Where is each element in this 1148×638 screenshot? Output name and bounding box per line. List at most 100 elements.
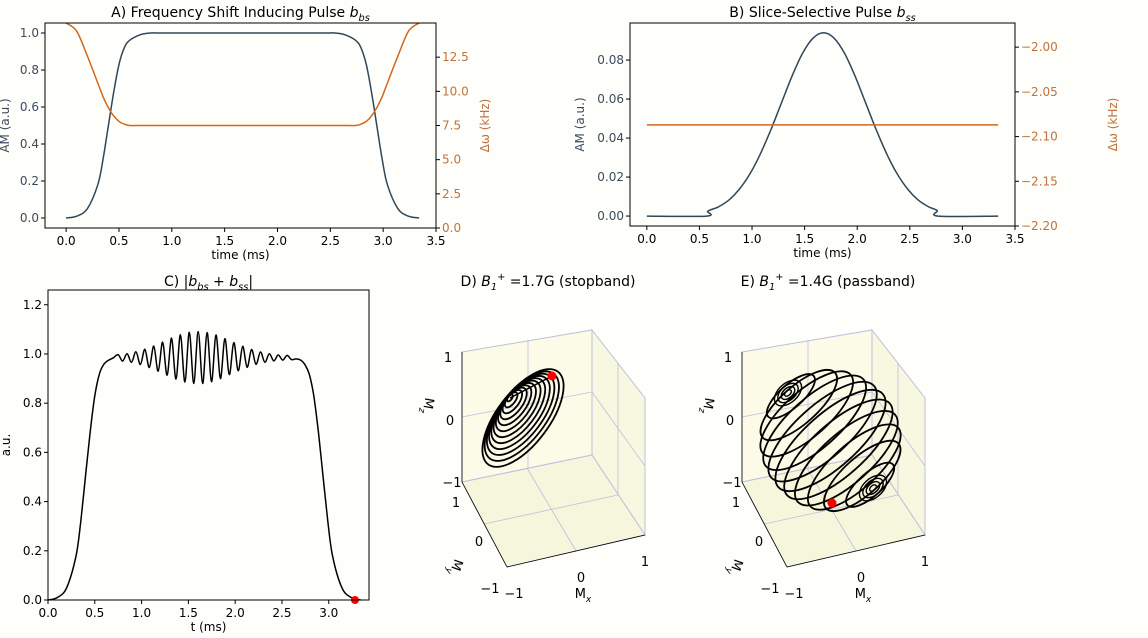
z-tick-label: 1: [444, 351, 452, 366]
y-tick-label: 0.00: [597, 209, 624, 223]
z-tick-label: −1: [722, 476, 741, 491]
x-tick-label: 0: [857, 571, 865, 586]
z-axis-label: Mz: [696, 396, 717, 415]
panel-title: D) B1+ =1.7G (stopband): [461, 272, 636, 293]
z-axis-label-part: M: [700, 396, 717, 410]
panel-E: [741, 328, 926, 568]
trajectory-loop: [481, 368, 565, 468]
x-axis-label: Mx: [575, 587, 592, 605]
y-tick-label: 0.06: [597, 92, 624, 106]
panel-title-part: C) |: [164, 274, 188, 290]
y-axis: [741, 481, 788, 568]
panel-B: [626, 22, 1019, 230]
y2-tick-label: 2.5: [442, 187, 461, 201]
z-axis-label-part: z: [416, 406, 427, 414]
x-axis: [786, 534, 926, 568]
panel-title-part: bs: [358, 13, 369, 24]
panel-title-part: +: [209, 274, 230, 290]
y2-tick-label: −2.00: [1021, 40, 1058, 54]
y2-tick-label: 12.5: [442, 50, 469, 64]
panel-D: [461, 328, 646, 568]
y-tick-label: 0.04: [597, 131, 624, 145]
panel-A: [41, 22, 440, 232]
trajectory-loop: [865, 480, 881, 496]
grid-line: [763, 494, 899, 525]
panel-title-part: E): [741, 274, 760, 290]
panel-title-part: ss: [905, 13, 915, 24]
x-axis-label-part: M: [575, 587, 586, 602]
panel-title-part: bs: [197, 282, 208, 293]
y2-tick-label: 10.0: [442, 84, 469, 98]
x-tick-label: 1.5: [179, 606, 198, 620]
panel-title-part: b: [897, 5, 906, 21]
panel-title-part: b: [350, 5, 359, 21]
y-tick-label: 0: [755, 535, 763, 550]
panel-title-part: b: [188, 274, 197, 290]
x-axis-label: Mx: [855, 587, 872, 605]
x-tick-label: 2.5: [900, 232, 919, 246]
y-tick-label: 0.8: [20, 63, 39, 77]
trajectory-loop: [783, 389, 793, 397]
y-axis-label-part: y: [442, 565, 454, 575]
x-axis-label-part: M: [855, 587, 866, 602]
panel-C: [44, 289, 370, 604]
y-tick-label: 0: [475, 535, 483, 550]
y-tick-label: 0.0: [23, 593, 42, 607]
x-tick-label: 2.5: [321, 234, 340, 248]
panel-title-part: B: [759, 274, 769, 290]
y-axis-label: a.u.: [0, 434, 13, 457]
y-tick-label: 0.2: [23, 544, 42, 558]
x-axis-label: t (ms): [191, 620, 227, 634]
y-tick-label: 1: [732, 496, 740, 511]
series-line-magnitude: [47, 330, 361, 601]
y-tick-label: 1.0: [23, 347, 42, 361]
magnetization-marker: [827, 498, 837, 508]
trajectory-loop: [777, 382, 799, 404]
y2-tick-label: −2.15: [1021, 174, 1058, 188]
y-tick-label: 0.8: [23, 396, 42, 410]
x-tick-label: 0: [577, 571, 585, 586]
y-axis-label-part: M: [727, 557, 745, 573]
y-tick-label: 0.4: [20, 137, 39, 151]
series-line-am: [646, 32, 999, 218]
y-tick-label: 1.2: [23, 298, 42, 312]
x-tick-label: 3.0: [319, 606, 338, 620]
series-line-freq: [65, 22, 420, 127]
y-axis: [461, 481, 508, 568]
x-tick-label: 0.0: [57, 234, 76, 248]
z-tick-label: 0: [726, 414, 734, 429]
y-tick-label: −1: [760, 582, 779, 597]
x-tick-label: −1: [504, 587, 523, 602]
trajectory-loop: [773, 379, 803, 407]
x-axis-label: time (ms): [793, 246, 851, 260]
y-axis-label: My: [722, 556, 745, 578]
y-tick-label: 0.6: [23, 445, 42, 459]
z-axis-label: Mz: [416, 396, 437, 415]
x-tick-label: 1: [641, 555, 649, 570]
x-axis-label: time (ms): [211, 248, 269, 262]
z-tick-label: 1: [724, 351, 732, 366]
y-tick-label: 0.6: [20, 100, 39, 114]
x-axis: [506, 534, 646, 568]
y-axis-label: AM (a.u.): [573, 97, 587, 151]
y2-tick-label: 0.0: [442, 221, 461, 235]
plot-frame: [629, 22, 1016, 227]
magnetization-marker: [547, 371, 557, 381]
grid-line: [483, 494, 619, 525]
x-axis-label-part: x: [865, 595, 872, 605]
x-tick-label: 3.0: [374, 234, 393, 248]
x-tick-label: 3.5: [1005, 232, 1024, 246]
x-tick-label: 1.0: [162, 234, 181, 248]
trajectory-loop: [806, 423, 902, 511]
panel-title: E) B1+ =1.4G (passband): [741, 272, 916, 293]
x-tick-label: 2.0: [848, 232, 867, 246]
y-tick-label: 1: [452, 496, 460, 511]
trajectory-loop: [767, 380, 878, 483]
y-axis-label: My: [442, 556, 465, 578]
trajectory-loop: [774, 388, 887, 493]
y-axis-label-part: y: [722, 565, 734, 575]
y2-axis-label: Δω (kHz): [478, 99, 492, 153]
panel-title-part: =1.7G (stopband): [505, 274, 635, 290]
panel-title-part: +: [497, 272, 505, 283]
